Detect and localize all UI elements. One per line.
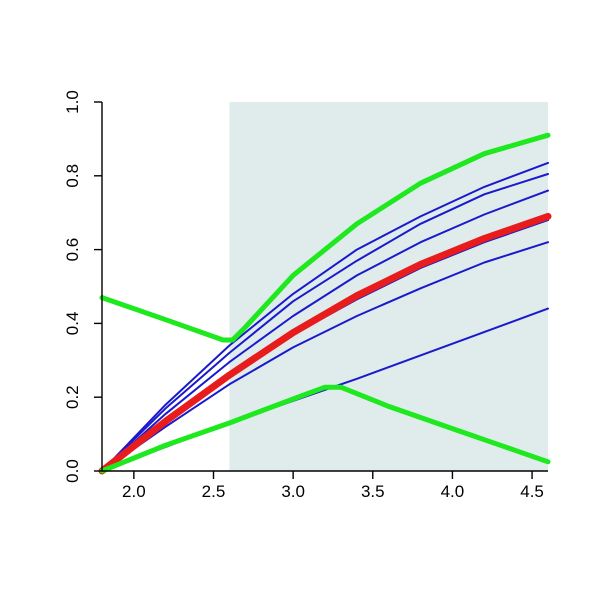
y-tick-label: 0.6 (63, 238, 82, 262)
y-tick-label: 0.4 (63, 312, 82, 336)
series-line-thin-0 (101, 161, 549, 472)
plot-area (98, 102, 552, 475)
series-line-upper-7 (99, 132, 551, 343)
x-tick-label: 3.0 (281, 482, 305, 501)
y-tick-label: 0.2 (63, 385, 82, 409)
y-tick-label: 1.0 (63, 90, 82, 114)
shaded-region (229, 102, 548, 471)
series-line-thin-1 (101, 173, 549, 472)
x-axis: 2.0 2.5 3.0 3.5 4.0 4.5 (102, 470, 548, 501)
y-tick-label: 0.8 (63, 164, 82, 188)
y-tick-label: 0.0 (63, 459, 82, 483)
x-tick-label: 3.5 (361, 482, 385, 501)
series-layer (98, 132, 552, 475)
series-line-lower-8 (99, 384, 551, 474)
x-tick-label: 2.5 (202, 482, 226, 501)
x-tick-label: 4.0 (441, 482, 465, 501)
series-line-thin-4 (101, 241, 549, 472)
series-line-mean-6 (98, 212, 552, 475)
x-tick-label: 2.0 (122, 482, 146, 501)
y-axis: 0.0 0.2 0.4 0.6 0.8 1.0 (63, 90, 103, 483)
x-tick-label: 4.5 (520, 482, 544, 501)
series-line-thin-2 (101, 189, 549, 472)
